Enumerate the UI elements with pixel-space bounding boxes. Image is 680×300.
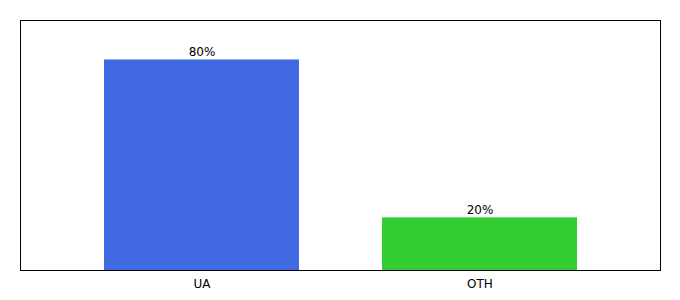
svg-text:80%: 80%	[189, 45, 216, 59]
svg-text:UA: UA	[194, 277, 212, 291]
svg-text:20%: 20%	[467, 203, 494, 217]
svg-text:OTH: OTH	[467, 277, 493, 291]
